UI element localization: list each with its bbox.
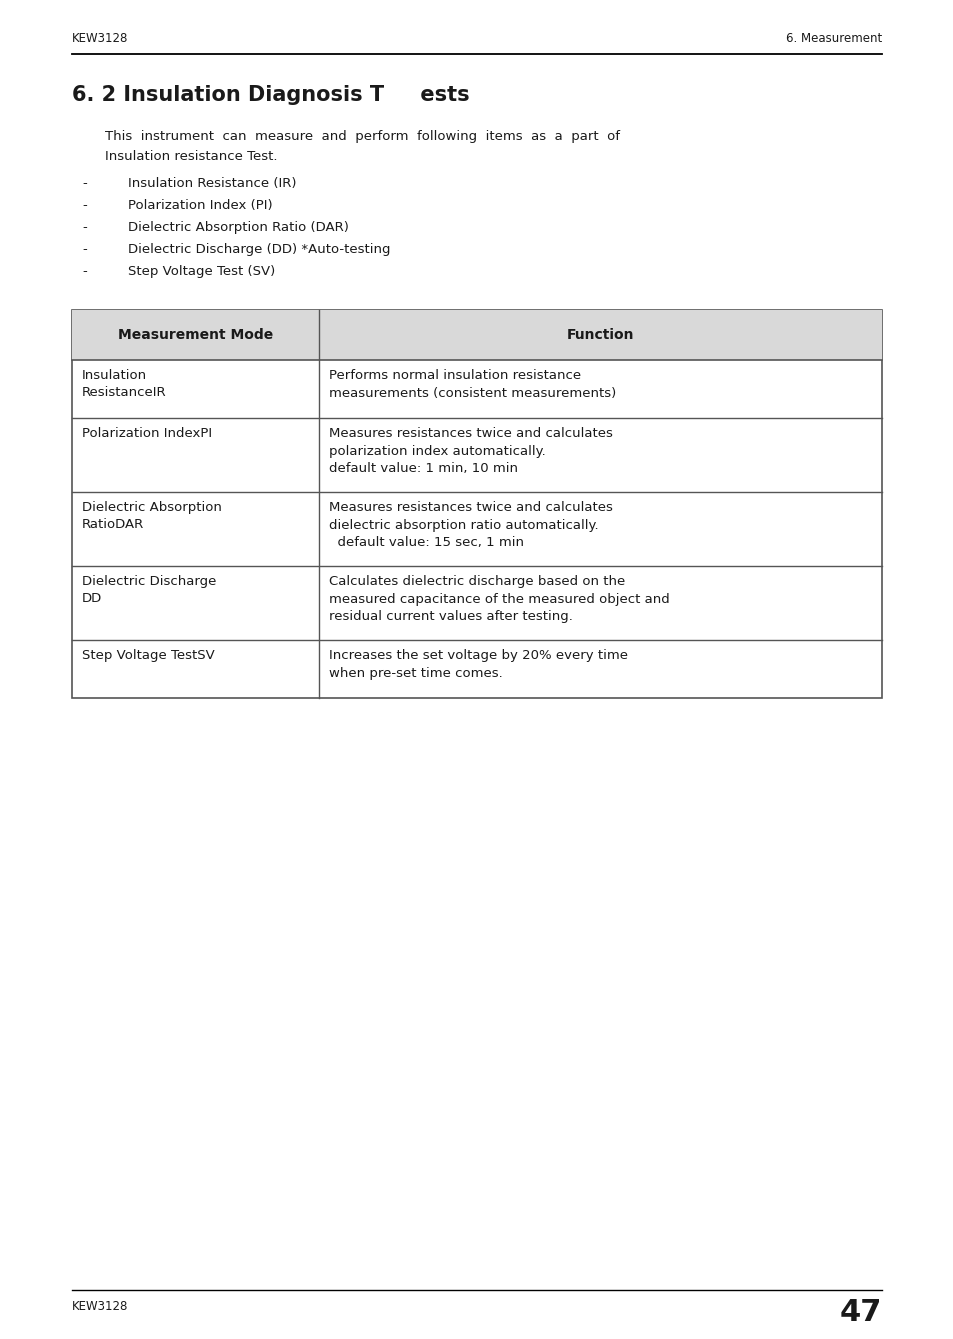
Text: Dielectric Absorption Ratio (DAR): Dielectric Absorption Ratio (DAR) xyxy=(128,221,349,234)
Text: Polarization Index (PI): Polarization Index (PI) xyxy=(128,200,273,212)
Text: Performs normal insulation resistance
measurements (consistent measurements): Performs normal insulation resistance me… xyxy=(329,370,616,399)
Text: Step Voltage Test (SV): Step Voltage Test (SV) xyxy=(128,265,275,279)
Bar xyxy=(71,311,882,360)
Text: Calculates dielectric discharge based on the
measured capacitance of the measure: Calculates dielectric discharge based on… xyxy=(329,574,669,623)
Text: Dielectric Discharge
DD: Dielectric Discharge DD xyxy=(82,574,216,605)
Text: -: - xyxy=(82,265,87,279)
Text: Dielectric Discharge (DD) *Auto-testing: Dielectric Discharge (DD) *Auto-testing xyxy=(128,242,390,256)
Text: -: - xyxy=(82,221,87,234)
Text: Function: Function xyxy=(566,328,634,341)
Text: Dielectric Absorption
RatioDAR: Dielectric Absorption RatioDAR xyxy=(82,501,222,532)
Text: Polarization IndexPI: Polarization IndexPI xyxy=(82,427,212,441)
Text: KEW3128: KEW3128 xyxy=(71,32,129,46)
Text: Measurement Mode: Measurement Mode xyxy=(118,328,273,341)
Text: Measures resistances twice and calculates
polarization index automatically.
defa: Measures resistances twice and calculate… xyxy=(329,427,612,475)
Text: Step Voltage TestSV: Step Voltage TestSV xyxy=(82,649,214,661)
Text: This  instrument  can  measure  and  perform  following  items  as  a  part  of: This instrument can measure and perform … xyxy=(105,130,619,143)
Text: 47: 47 xyxy=(839,1297,882,1327)
Text: -: - xyxy=(82,177,87,190)
Text: Measures resistances twice and calculates
dielectric absorption ratio automatica: Measures resistances twice and calculate… xyxy=(329,501,612,549)
Text: 6. Measurement: 6. Measurement xyxy=(785,32,882,46)
Text: Insulation resistance Test.: Insulation resistance Test. xyxy=(105,150,277,163)
Text: Insulation Resistance (IR): Insulation Resistance (IR) xyxy=(128,177,296,190)
Text: Insulation
ResistanceIR: Insulation ResistanceIR xyxy=(82,370,167,399)
Text: 6. 2 Insulation Diagnosis T     ests: 6. 2 Insulation Diagnosis T ests xyxy=(71,84,469,104)
Bar xyxy=(71,311,882,698)
Text: KEW3128: KEW3128 xyxy=(71,1300,129,1314)
Text: Increases the set voltage by 20% every time
when pre-set time comes.: Increases the set voltage by 20% every t… xyxy=(329,649,627,679)
Text: -: - xyxy=(82,242,87,256)
Text: -: - xyxy=(82,200,87,212)
